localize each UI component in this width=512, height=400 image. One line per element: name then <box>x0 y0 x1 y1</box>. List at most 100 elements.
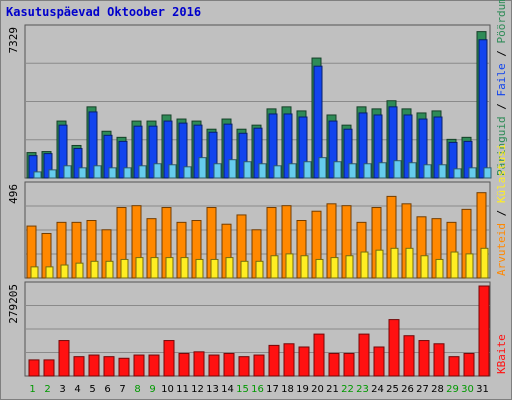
top-files-bar <box>58 124 68 179</box>
top-files-bar <box>103 134 113 179</box>
middle-sites-bar <box>135 257 144 279</box>
middle-sites-bar <box>255 260 264 279</box>
bottom-kbytes-bar <box>373 346 385 377</box>
series-legend: Päringuid / Faile / Pöördumisi <box>495 0 508 176</box>
middle-sites-bar <box>240 260 249 279</box>
day-tick-label: 13 <box>206 384 219 395</box>
top-hits-bar <box>138 165 147 179</box>
day-tick-label: 27 <box>416 384 429 395</box>
bottom-kbytes-bar <box>88 354 100 377</box>
day-tick-label: 25 <box>386 384 399 395</box>
top-files-bar <box>403 114 413 179</box>
bottom-kbytes-bar <box>283 343 295 377</box>
top-files-bar <box>448 141 458 179</box>
top-files-bar <box>343 128 353 179</box>
top-hits-bar <box>318 157 327 179</box>
day-tick-label: 17 <box>266 384 279 395</box>
day-tick-label: 7 <box>119 384 125 395</box>
top-files-bar <box>283 113 293 179</box>
legend-entry: Arvuteid <box>495 223 508 276</box>
top-hits-bar <box>438 164 447 179</box>
bottom-kbytes-bar <box>238 356 250 377</box>
day-tick-label: 12 <box>191 384 204 395</box>
day-tick-label: 15 <box>236 384 249 395</box>
top-files-bar <box>358 112 368 179</box>
middle-sites-bar <box>105 260 114 279</box>
middle-sites-bar <box>420 255 429 279</box>
day-tick-label: 11 <box>176 384 189 395</box>
top-hits-bar <box>63 165 72 179</box>
top-panel: 7329 Päringuid / Faile / Pöördumisi <box>7 0 508 179</box>
top-hits-bar <box>168 164 177 179</box>
legend-entry: Faile <box>495 63 508 96</box>
bottom-kbytes-bar <box>103 356 115 377</box>
middle-sites-bar <box>315 258 324 279</box>
middle-sites-bar <box>405 247 414 279</box>
middle-sites-bar <box>225 257 234 279</box>
middle-sites-bar <box>30 266 39 279</box>
top-files-bar <box>418 118 428 179</box>
day-tick-label: 21 <box>326 384 339 395</box>
top-hits-bar <box>153 163 162 179</box>
y-max-label: 496 <box>7 184 20 204</box>
top-files-bar <box>118 140 128 179</box>
legend-entry: / <box>495 44 508 64</box>
middle-sites-bar <box>330 257 339 279</box>
day-tick-label: 16 <box>251 384 264 395</box>
middle-sites-bar <box>210 258 219 279</box>
chart-title: Kasutuspäevad Oktoober 2016 <box>6 5 202 19</box>
bottom-panel: 279205 KBaite <box>7 281 508 377</box>
top-files-bar <box>133 125 143 179</box>
top-hits-bar <box>183 166 192 179</box>
top-files-bar <box>238 132 248 179</box>
top-hits-bar <box>453 168 462 179</box>
bottom-kbytes-bar <box>313 333 325 377</box>
middle-sites-bar <box>435 258 444 279</box>
day-tick-label: 2 <box>44 384 50 395</box>
day-tick-label: 29 <box>446 384 459 395</box>
top-hits-bar <box>303 161 312 179</box>
legend-entry: / <box>495 97 508 117</box>
top-hits-bar <box>333 161 342 179</box>
legend-entry: Pöördumisi <box>495 0 508 44</box>
top-hits-bar <box>108 167 117 179</box>
middle-sites-bar <box>120 258 129 279</box>
top-hits-bar <box>258 163 267 179</box>
top-hits-bar <box>348 163 357 179</box>
day-tick-label: 14 <box>221 384 234 395</box>
top-files-bar <box>163 120 173 179</box>
top-files-bar <box>43 153 53 179</box>
top-files-bar <box>388 106 398 179</box>
bottom-kbytes-bar <box>388 319 400 377</box>
middle-sites-bar <box>45 266 54 279</box>
bottom-kbytes-bar <box>358 333 370 377</box>
day-tick-label: 20 <box>311 384 324 395</box>
top-files-bar <box>208 131 218 179</box>
top-files-bar <box>253 127 263 179</box>
legend-entry: / <box>495 203 508 223</box>
bottom-kbytes-bar <box>328 352 340 377</box>
top-files-bar <box>88 111 98 179</box>
top-hits-bar <box>423 164 432 179</box>
top-hits-bar <box>363 163 372 179</box>
bottom-kbytes-bar <box>193 351 205 377</box>
bottom-kbytes-bar <box>133 354 145 377</box>
middle-sites-bar <box>270 255 279 279</box>
bottom-kbytes-bar <box>298 346 310 377</box>
bottom-kbytes-bar <box>403 335 415 377</box>
middle-sites-bar <box>285 253 294 279</box>
top-hits-bar <box>273 165 282 179</box>
top-hits-bar <box>288 163 297 179</box>
bottom-kbytes-bar <box>433 343 445 377</box>
bottom-kbytes-bar <box>43 359 55 377</box>
bottom-kbytes-bar <box>118 357 130 377</box>
day-tick-label: 10 <box>161 384 174 395</box>
day-tick-label: 31 <box>476 384 489 395</box>
day-tick-label: 30 <box>461 384 474 395</box>
top-files-bar <box>373 114 383 179</box>
middle-sites-bar <box>360 251 369 279</box>
top-hits-bar <box>48 169 57 179</box>
bottom-kbytes-bar <box>253 354 265 377</box>
middle-sites-bar <box>90 260 99 279</box>
